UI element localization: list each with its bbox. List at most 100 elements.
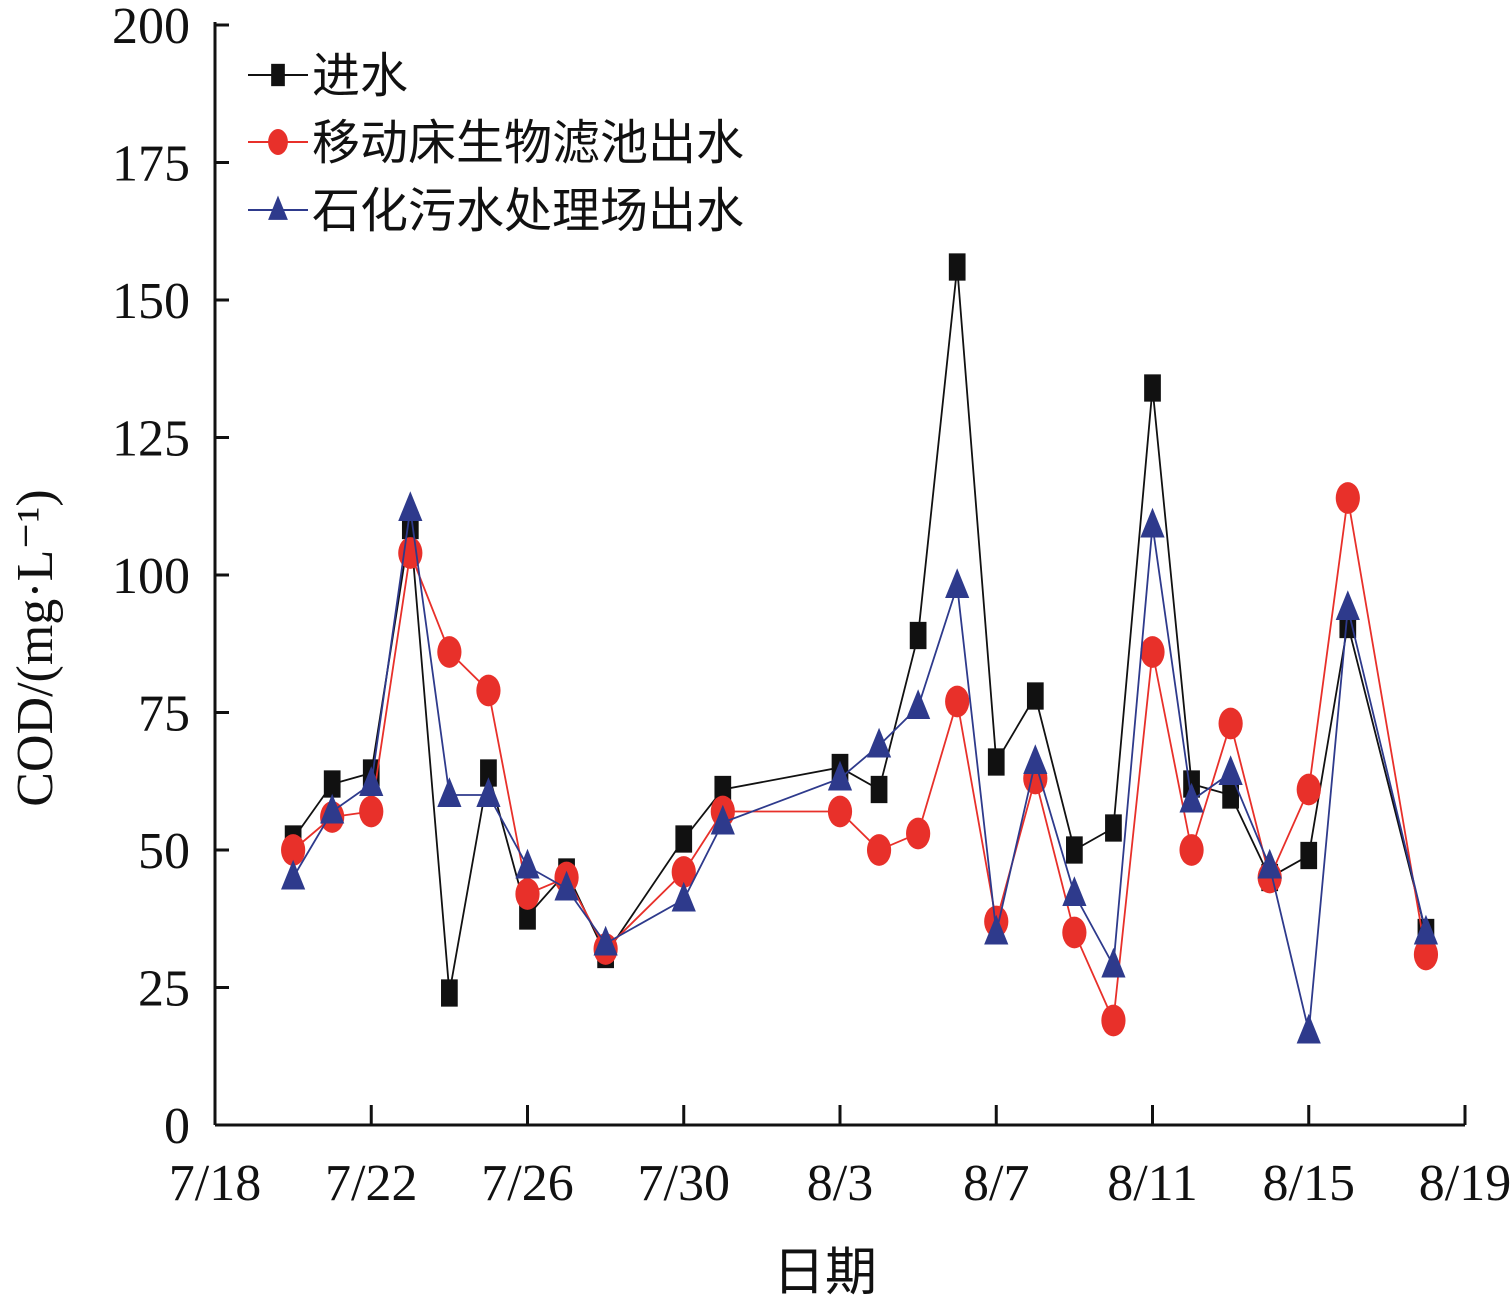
x-tick-label: 8/3: [807, 1155, 873, 1212]
data-point-circle: [437, 636, 462, 668]
data-point-triangle: [1179, 782, 1204, 813]
data-point-square: [948, 253, 966, 281]
y-tick-label: 25: [138, 961, 190, 1018]
x-tick-label: 8/7: [963, 1155, 1029, 1212]
legend-label: 石化污水处理场出水: [312, 183, 744, 239]
data-point-square: [519, 902, 536, 930]
data-point-triangle: [1062, 876, 1087, 907]
data-point-square: [271, 63, 285, 87]
data-point-triangle: [359, 766, 384, 797]
data-point-triangle: [554, 870, 579, 901]
data-point-square: [323, 770, 341, 798]
series-line: [292, 266, 1427, 994]
data-point-circle: [945, 685, 970, 718]
x-tick-label: 7/26: [481, 1155, 573, 1212]
data-point-triangle: [1140, 507, 1165, 538]
data-point-triangle: [1023, 744, 1048, 775]
y-ticks: 0 25 50 75 100 125 150 175 200: [112, 0, 229, 1155]
data-point-triangle: [827, 760, 853, 791]
data-point-triangle: [1296, 1013, 1321, 1044]
y-tick-label: 75: [138, 686, 190, 743]
x-tick-label: 7/30: [638, 1155, 730, 1212]
series-3: [281, 491, 1439, 1044]
x-tick-label: 8/15: [1263, 1155, 1355, 1212]
data-point-triangle: [476, 777, 501, 808]
data-point-triangle: [437, 777, 462, 808]
data-point-triangle: [320, 793, 345, 824]
data-point-square: [870, 775, 888, 804]
data-point-circle: [268, 129, 288, 155]
data-point-circle: [476, 674, 501, 707]
data-point-circle: [398, 537, 423, 569]
data-point-circle: [1140, 636, 1165, 668]
data-point-circle: [1179, 834, 1204, 866]
data-point-circle: [281, 834, 306, 866]
data-point-square: [1300, 841, 1318, 870]
y-tick-label: 125: [112, 411, 190, 468]
data-point-circle: [1335, 482, 1360, 514]
data-point-square: [1222, 781, 1239, 809]
y-tick-label: 0: [164, 1098, 190, 1155]
legend-label: 进水: [312, 48, 408, 104]
data-point-square: [909, 621, 927, 650]
data-point-triangle: [671, 881, 696, 912]
y-tick-label: 100: [112, 548, 190, 605]
data-point-triangle: [866, 727, 892, 758]
data-point-square: [987, 748, 1005, 776]
data-point-triangle: [1335, 590, 1360, 621]
data-point-triangle: [984, 914, 1009, 945]
data-point-triangle: [906, 689, 931, 720]
data-point-circle: [1296, 773, 1321, 806]
data-point-circle: [1413, 938, 1439, 971]
data-point-triangle: [515, 848, 540, 879]
y-tick-label: 200: [112, 0, 190, 55]
data-point-square: [714, 775, 732, 804]
data-point-circle: [827, 795, 853, 828]
data-point-square: [441, 979, 458, 1007]
legend-label: 移动床生物滤池出水: [312, 115, 744, 171]
legend-item: 移动床生物滤池出水: [248, 115, 744, 171]
y-tick-label: 50: [138, 823, 190, 880]
data-point-square: [675, 825, 693, 853]
data-point-triangle: [268, 195, 288, 220]
data-point-circle: [1101, 1004, 1126, 1037]
data-point-triangle: [1257, 848, 1282, 879]
series-1: [284, 253, 1435, 1007]
series-line: [292, 497, 1427, 1024]
y-tick-label: 150: [112, 273, 190, 330]
x-tick-label: 7/22: [325, 1155, 417, 1212]
y-tick-label: 175: [112, 136, 190, 193]
data-point-square: [1026, 682, 1044, 710]
y-axis-title: COD/(mg·L⁻¹): [7, 489, 64, 806]
x-tick-label: 8/11: [1107, 1155, 1198, 1212]
data-point-circle: [359, 795, 384, 828]
data-point-circle: [515, 878, 540, 910]
data-point-triangle: [1218, 755, 1243, 786]
legend-item: 进水: [248, 48, 408, 104]
data-point-triangle: [1413, 914, 1439, 945]
legend-item: 石化污水处理场出水: [248, 183, 744, 239]
data-point-square: [1144, 374, 1161, 402]
data-point-triangle: [281, 859, 306, 890]
data-point-triangle: [593, 925, 618, 956]
x-ticks: 7/18 7/22 7/26 7/30 8/3 8/7 8/11 8/15 8/19: [169, 1105, 1511, 1212]
data-point-circle: [1218, 707, 1243, 740]
data-point-triangle: [1101, 947, 1126, 978]
data-point-triangle: [398, 491, 423, 522]
x-tick-label: 8/19: [1419, 1155, 1511, 1212]
data-point-square: [1066, 836, 1083, 864]
data-point-triangle: [710, 804, 735, 835]
x-tick-label: 7/18: [169, 1155, 261, 1212]
x-axis-title: 日期: [773, 1243, 877, 1299]
data-point-circle: [906, 817, 931, 850]
data-point-square: [1105, 814, 1122, 842]
series-layer: [281, 253, 1439, 1044]
data-point-circle: [866, 834, 892, 866]
data-point-circle: [671, 856, 696, 888]
series-2: [281, 482, 1439, 1037]
data-point-circle: [1062, 916, 1087, 949]
data-point-square: [480, 759, 497, 787]
